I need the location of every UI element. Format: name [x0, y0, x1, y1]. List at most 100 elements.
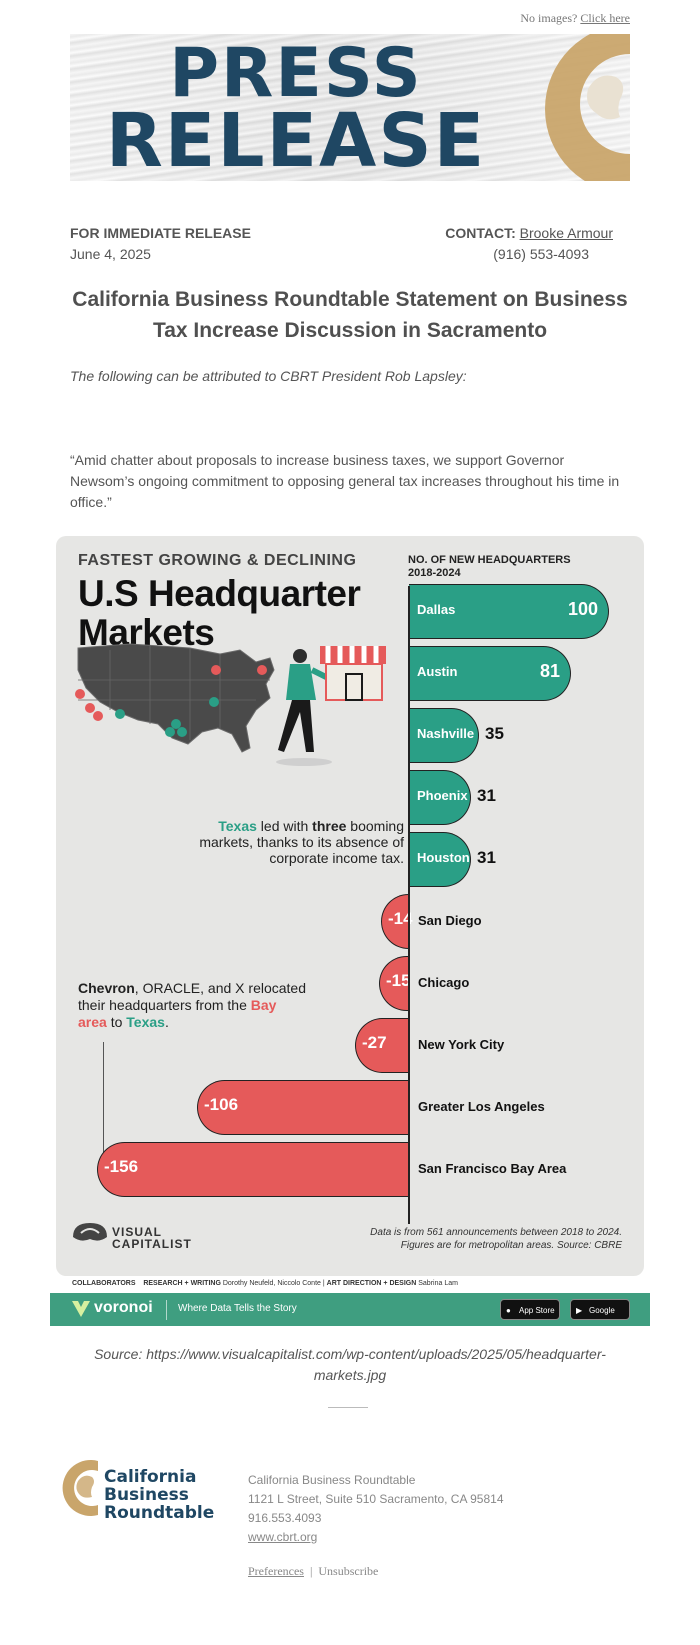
visual-capitalist-logo-icon	[73, 1223, 107, 1241]
bar-nashville: Nashville	[409, 708, 479, 763]
bar-label: San Francisco Bay Area	[418, 1161, 567, 1176]
data-note-line-2: Figures are for metropolitan areas. Sour…	[400, 1240, 622, 1251]
map-pin-icon	[257, 665, 267, 675]
texas-note-text: led with	[256, 818, 313, 834]
map-pin-icon	[165, 727, 175, 737]
map-pin-icon	[171, 719, 181, 729]
bar-label: New York City	[418, 1037, 505, 1052]
collaborators-credit: COLLABORATORS RESEARCH + WRITING Dorothy…	[72, 1280, 458, 1287]
bar-value-label: 100	[567, 599, 598, 619]
google-play-label: Google Play	[589, 1306, 615, 1336]
divider	[328, 1407, 368, 1408]
map-pin-icon	[211, 665, 221, 675]
banner-word-release: RELEASE	[105, 98, 487, 181]
visual-capitalist-wordmark: VISUAL CAPITALIST	[112, 1226, 192, 1250]
map-pin-icon	[177, 727, 187, 737]
wordmark-line-3: Roundtable	[104, 1503, 215, 1523]
map-pin-icon	[75, 689, 85, 699]
data-note-line-1: Data is from 561 announcements between 2…	[370, 1227, 622, 1238]
bar-chicago: -15	[379, 956, 411, 1011]
cbrt-bear-logo-icon	[62, 1460, 98, 1516]
contact-label: CONTACT:	[445, 225, 516, 241]
infographic: FASTEST GROWING & DECLINING U.S Headquar…	[56, 536, 644, 1276]
bar-value-label: -15	[386, 971, 411, 990]
bar-label: San Diego	[418, 913, 482, 928]
website-link[interactable]: www.cbrt.org	[248, 1530, 318, 1544]
cbrt-bear-logo-icon	[545, 34, 630, 181]
no-images-bar: No images? Click here	[0, 11, 630, 26]
quote: “Amid chatter about proposals to increas…	[70, 452, 620, 510]
bar-value-label: -156	[104, 1157, 139, 1176]
collaborators-label: COLLABORATORS	[72, 1280, 136, 1287]
google-play-badge[interactable]: ▶ Google Play	[570, 1299, 630, 1336]
bar-label: Austin	[417, 664, 458, 679]
column-heading: NO. OF NEW HEADQUARTERS 2018-2024	[408, 554, 571, 580]
bar-value-label: -14	[388, 909, 413, 928]
relocation-note-green: Texas	[126, 1014, 165, 1030]
contact-line: CONTACT: Brooke Armour	[445, 225, 613, 241]
bar-houston: Houston	[409, 832, 471, 887]
bar-label: Greater Los Angeles	[418, 1099, 545, 1114]
art-label: ART DIRECTION + DESIGN	[326, 1280, 417, 1287]
map-pin-icon	[115, 709, 125, 719]
immediate-release-label: FOR IMMEDIATE RELEASE	[70, 225, 251, 241]
footer-separator: |	[309, 1564, 313, 1578]
wordmark-line-2: Business	[104, 1485, 189, 1505]
brand-line-1: VISUAL	[112, 1225, 163, 1239]
unsubscribe-link[interactable]: Unsubscribe	[318, 1564, 379, 1578]
play-icon: ▶	[576, 1306, 583, 1315]
research-label: RESEARCH + WRITING	[143, 1280, 221, 1287]
voronoi-tagline: Where Data Tells the Story	[178, 1303, 297, 1314]
preferences-link[interactable]: Preferences	[248, 1564, 304, 1578]
wordmark-line-1: California	[104, 1467, 197, 1487]
voronoi-separator	[166, 1300, 167, 1320]
relocation-note-red: Bay area	[78, 997, 277, 1030]
texas-note-text: booming markets, thanks to its absence o…	[199, 818, 404, 866]
app-store-badge[interactable]: ● App Store	[500, 1299, 560, 1320]
bar-value-label: 31	[477, 786, 496, 805]
contact-name-link[interactable]: Brooke Armour	[519, 225, 613, 241]
bar-label: Phoenix	[417, 788, 468, 803]
relocation-note-text: to	[106, 1014, 127, 1030]
bar-label: Houston	[417, 850, 470, 865]
texas-note: Texas led with three booming markets, th…	[176, 818, 404, 866]
texas-note-highlight: Texas	[218, 818, 257, 834]
brand-line-2: CAPITALIST	[112, 1237, 192, 1251]
art-names: Sabrina Lam	[418, 1280, 458, 1287]
bar-value-label: 31	[477, 848, 496, 867]
relocation-note: Chevron, ORACLE, and X relocated their h…	[78, 980, 308, 1031]
app-store-label: App Store	[519, 1306, 555, 1315]
footer-phone: 916.553.4093	[248, 1511, 322, 1525]
footer-preferences-row: Preferences | Unsubscribe	[248, 1564, 378, 1579]
map-pin-icon	[93, 711, 103, 721]
column-heading-line-2: 2018-2024	[408, 567, 461, 579]
click-here-link[interactable]: Click here	[580, 11, 630, 25]
column-heading-line-1: NO. OF NEW HEADQUARTERS	[408, 554, 571, 566]
footer-website: www.cbrt.org	[248, 1530, 317, 1544]
research-names: Dorothy Neufeld, Niccolo Conte	[222, 1280, 321, 1287]
infographic-title-line-1: U.S Headquarter	[78, 573, 361, 614]
press-release-banner: PRESS RELEASE	[70, 34, 630, 181]
bar-value-label: 35	[485, 724, 504, 743]
bar-label: Nashville	[417, 726, 475, 741]
relocation-note-text: , ORACLE, and X relocated their headquar…	[78, 980, 306, 1013]
relocation-leader-line	[103, 1042, 104, 1184]
contact-phone: (916) 553-4093	[493, 246, 589, 262]
bar-label: Chicago	[418, 975, 470, 990]
attribution: The following can be attributed to CBRT …	[70, 368, 467, 384]
bar-label: Dallas	[417, 602, 456, 617]
voronoi-banner: voronoi Where Data Tells the Story ● App…	[50, 1293, 650, 1336]
bar-new-york-city: -27	[355, 1018, 409, 1073]
headline: California Business Roundtable Statement…	[72, 288, 628, 342]
bar-greater-los-angeles: -106	[197, 1080, 409, 1135]
relocation-note-bold: Chevron	[78, 980, 135, 996]
bar-value-label: -106	[204, 1095, 239, 1114]
infographic-kicker: FASTEST GROWING & DECLINING	[78, 552, 357, 569]
footer-address: 1121 L Street, Suite 510 Sacramento, CA …	[248, 1492, 504, 1506]
voronoi-wordmark: voronoi	[94, 1299, 153, 1316]
banner-word-press: PRESS	[169, 34, 423, 113]
no-images-text: No images?	[520, 11, 578, 25]
relocation-note-text: .	[164, 1014, 169, 1030]
release-date: June 4, 2025	[70, 246, 151, 262]
cbrt-wordmark: California Business Roundtable	[104, 1468, 214, 1522]
